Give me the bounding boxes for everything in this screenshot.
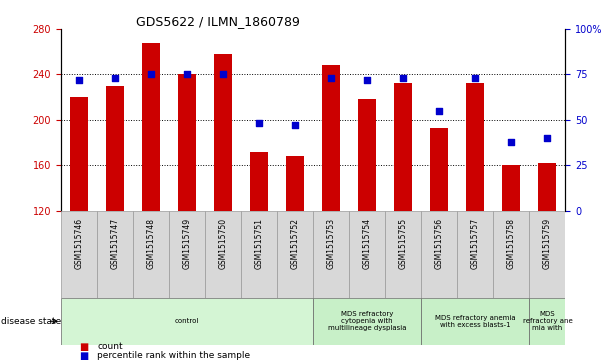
- Text: percentile rank within the sample: percentile rank within the sample: [97, 351, 250, 360]
- Bar: [241, 211, 277, 298]
- Bar: [493, 211, 530, 298]
- Point: [471, 75, 480, 81]
- Bar: [169, 211, 205, 298]
- Bar: [61, 298, 313, 345]
- Text: MDS
refractory ane
mia with: MDS refractory ane mia with: [522, 311, 572, 331]
- Text: GSM1515746: GSM1515746: [74, 217, 83, 269]
- Bar: [286, 156, 304, 211]
- Bar: [421, 211, 457, 298]
- Bar: [106, 86, 124, 211]
- Text: GSM1515757: GSM1515757: [471, 217, 480, 269]
- Point: [362, 77, 372, 83]
- Bar: [250, 151, 268, 211]
- Text: GSM1515749: GSM1515749: [182, 217, 192, 269]
- Text: MDS refractory
cytopenia with
multilineage dysplasia: MDS refractory cytopenia with multilinea…: [328, 311, 406, 331]
- Point: [146, 72, 156, 77]
- Bar: [539, 163, 556, 211]
- Bar: [322, 65, 340, 211]
- Point: [110, 75, 120, 81]
- Text: ■: ■: [79, 342, 88, 352]
- Bar: [214, 54, 232, 211]
- Bar: [277, 211, 313, 298]
- Text: GSM1515752: GSM1515752: [291, 217, 300, 269]
- Bar: [466, 83, 485, 211]
- Bar: [61, 211, 97, 298]
- Text: GSM1515756: GSM1515756: [435, 217, 444, 269]
- Bar: [70, 97, 88, 211]
- Point: [182, 72, 192, 77]
- Text: GSM1515753: GSM1515753: [326, 217, 336, 269]
- Bar: [313, 211, 349, 298]
- Bar: [430, 128, 448, 211]
- Point: [74, 77, 84, 83]
- Bar: [457, 211, 493, 298]
- Point: [254, 121, 264, 126]
- Point: [290, 122, 300, 128]
- Text: MDS refractory anemia
with excess blasts-1: MDS refractory anemia with excess blasts…: [435, 315, 516, 328]
- Bar: [421, 298, 530, 345]
- Bar: [394, 83, 412, 211]
- Bar: [142, 42, 160, 211]
- Text: GSM1515758: GSM1515758: [507, 217, 516, 269]
- Point: [435, 108, 444, 114]
- Bar: [358, 99, 376, 211]
- Bar: [502, 165, 520, 211]
- Bar: [385, 211, 421, 298]
- Text: GSM1515751: GSM1515751: [255, 217, 263, 269]
- Point: [506, 139, 516, 144]
- Bar: [178, 74, 196, 211]
- Text: GSM1515748: GSM1515748: [147, 217, 156, 269]
- Bar: [349, 211, 385, 298]
- Text: GSM1515759: GSM1515759: [543, 217, 552, 269]
- Bar: [313, 298, 421, 345]
- Bar: [530, 298, 565, 345]
- Bar: [205, 211, 241, 298]
- Point: [542, 135, 552, 141]
- Text: GSM1515750: GSM1515750: [218, 217, 227, 269]
- Point: [398, 75, 408, 81]
- Text: ■: ■: [79, 351, 88, 361]
- Text: GDS5622 / ILMN_1860789: GDS5622 / ILMN_1860789: [136, 15, 300, 28]
- Bar: [133, 211, 169, 298]
- Bar: [530, 211, 565, 298]
- Point: [326, 75, 336, 81]
- Text: GSM1515747: GSM1515747: [111, 217, 119, 269]
- Bar: [97, 211, 133, 298]
- Text: GSM1515755: GSM1515755: [399, 217, 408, 269]
- Text: GSM1515754: GSM1515754: [363, 217, 371, 269]
- Point: [218, 72, 228, 77]
- Text: control: control: [174, 318, 199, 324]
- Text: count: count: [97, 342, 123, 351]
- Text: disease state: disease state: [1, 317, 61, 326]
